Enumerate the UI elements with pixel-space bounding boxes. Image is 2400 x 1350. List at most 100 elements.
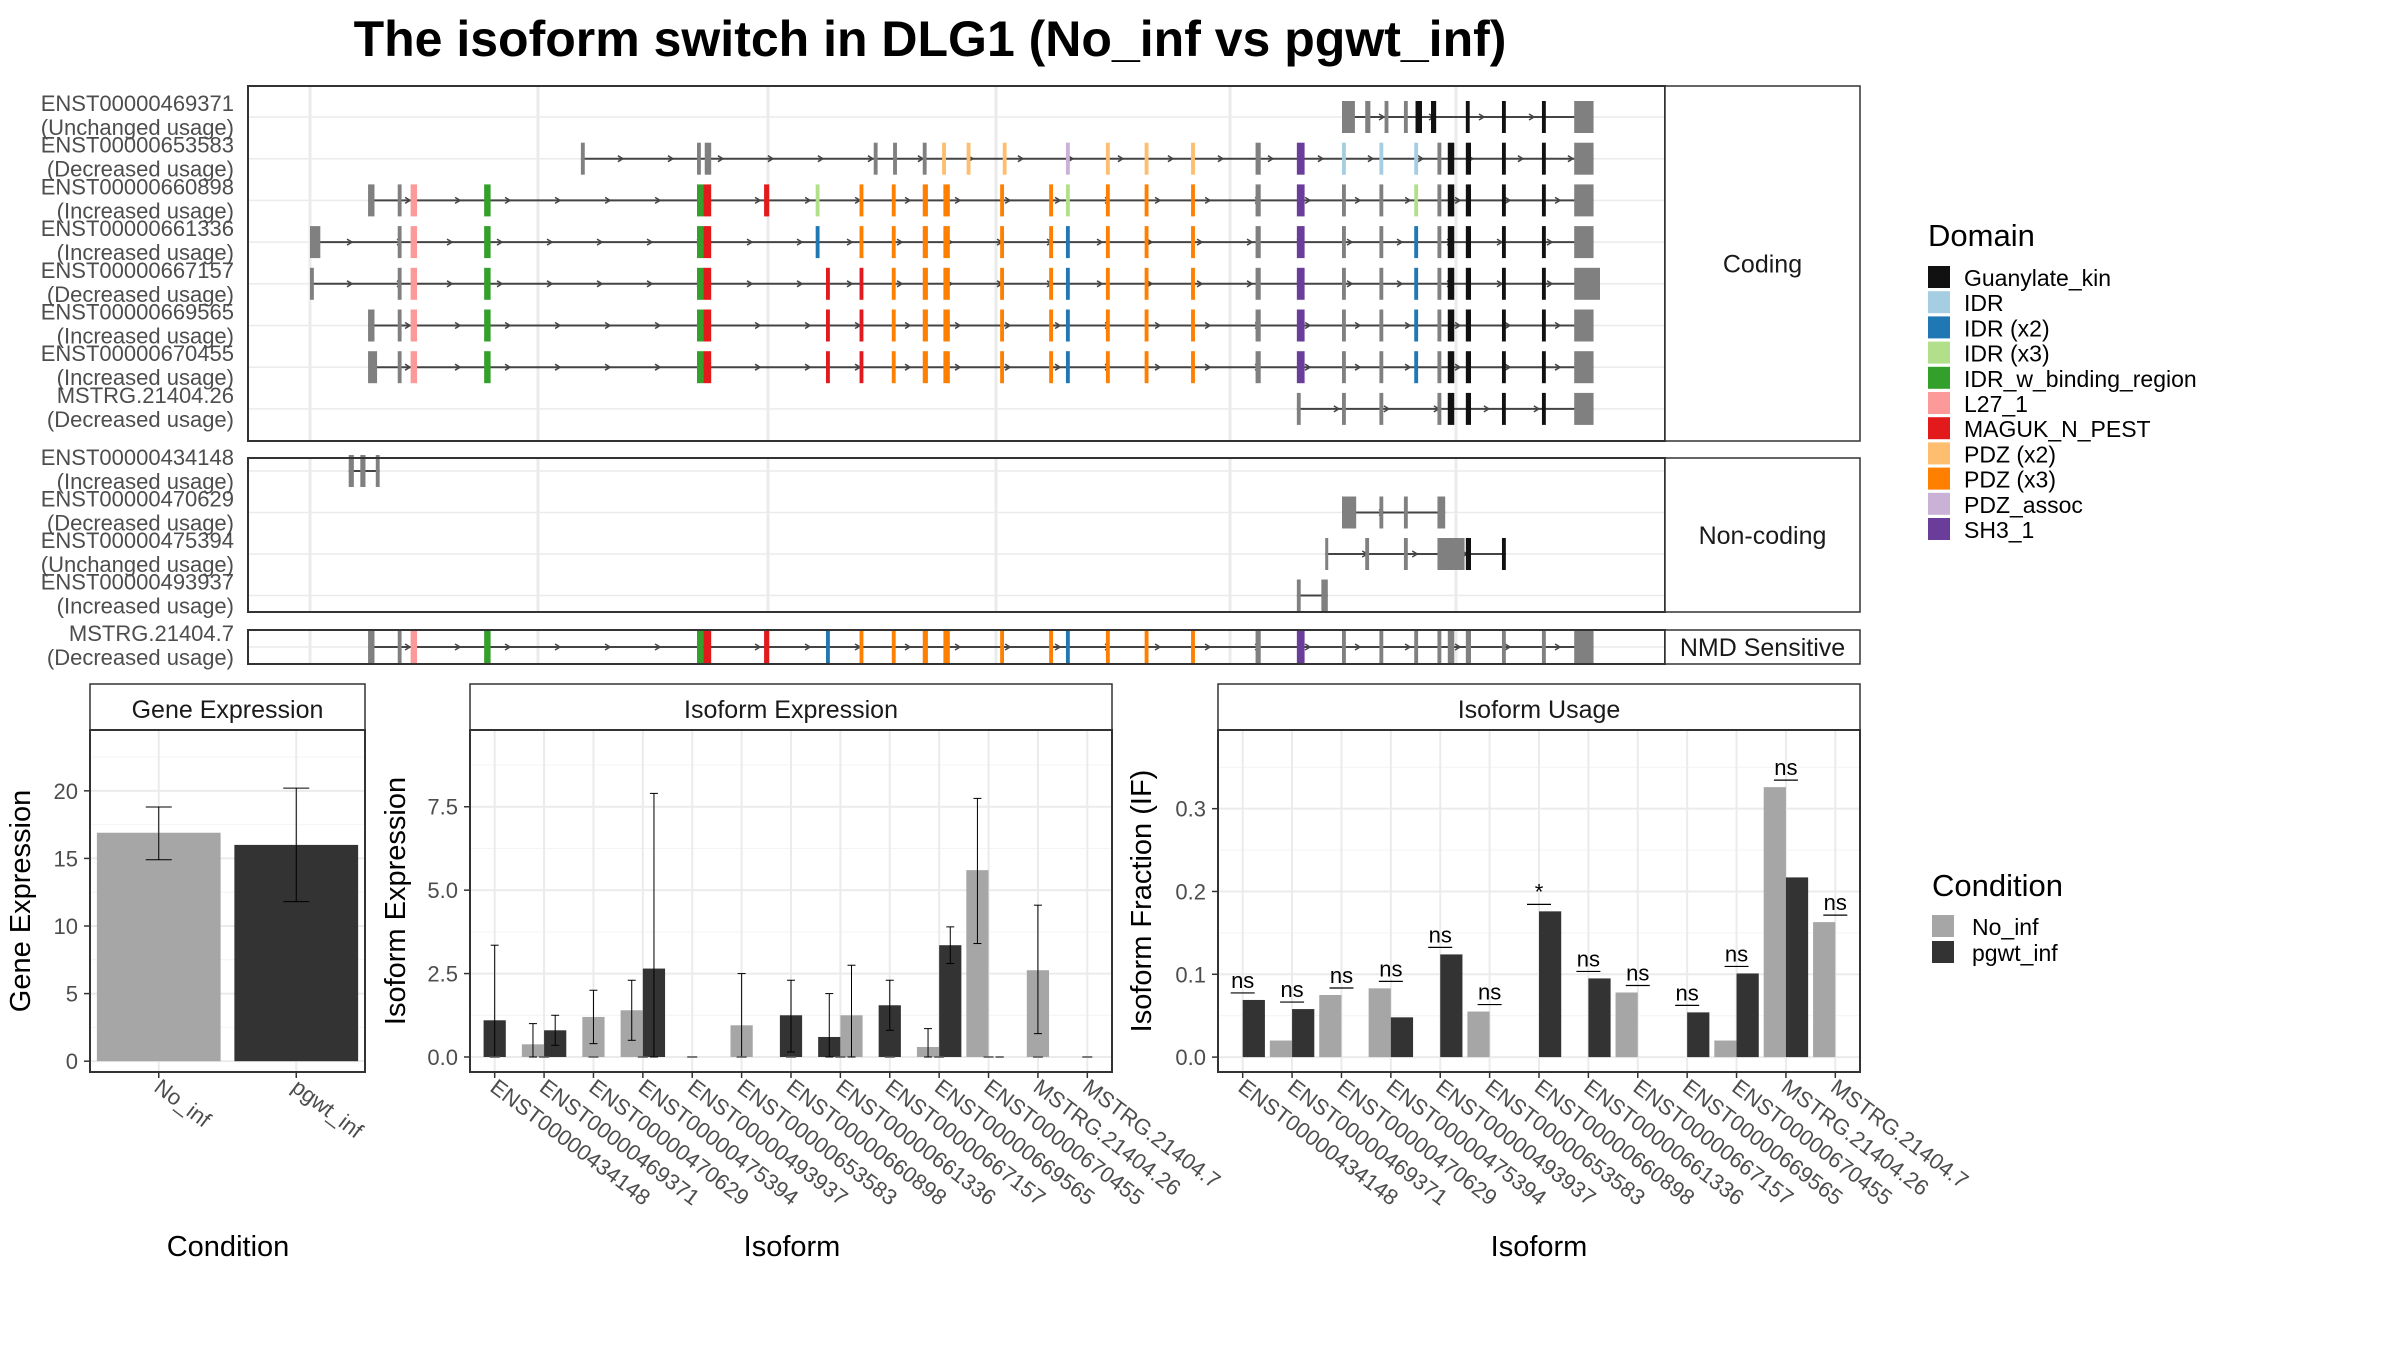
x-axis-title: Isoform <box>1491 1231 1588 1263</box>
strand-arrow <box>504 643 512 651</box>
bar <box>878 1005 901 1057</box>
significance-label: ns <box>1429 922 1452 947</box>
strand-arrow <box>454 363 462 371</box>
domain-exon <box>1541 226 1546 259</box>
transcript-id: ENST00000667157 <box>41 258 234 283</box>
strand-arrow <box>1054 321 1062 330</box>
strand-arrow <box>717 155 725 163</box>
domain-exon <box>697 267 704 300</box>
strand-arrow <box>596 280 604 288</box>
strand-arrow <box>404 196 412 205</box>
exon <box>1574 267 1600 300</box>
exon <box>1437 267 1442 300</box>
bar <box>1319 994 1342 1058</box>
strand-arrow <box>754 321 762 330</box>
domain-exon <box>1379 142 1384 175</box>
domain-exon <box>1065 142 1070 175</box>
strand-arrow <box>1346 280 1354 288</box>
strand-arrow <box>1478 113 1486 121</box>
transcript-id: ENST00000660898 <box>41 174 234 199</box>
transcript-id: ENST00000493937 <box>41 570 234 595</box>
strand-arrow <box>954 196 962 205</box>
domain-exon <box>1296 226 1305 259</box>
strand-arrow <box>1304 321 1312 330</box>
exon <box>1342 101 1355 133</box>
strand-arrow <box>1554 363 1562 371</box>
domain-exon <box>922 309 928 342</box>
exon <box>1379 496 1384 529</box>
domain-exon <box>1447 267 1455 300</box>
domain-exon <box>859 267 864 300</box>
domain-exon <box>922 351 928 384</box>
exon <box>580 142 585 175</box>
significance-label: ns <box>1676 980 1699 1005</box>
domain-exon <box>826 631 830 663</box>
strand-arrow <box>1017 155 1025 163</box>
domain-exon <box>1501 226 1506 259</box>
exon <box>1437 184 1442 217</box>
domain-exon <box>1447 351 1455 384</box>
strand-arrow <box>646 280 654 288</box>
domain-exon <box>1465 101 1470 133</box>
domain-exon <box>942 142 946 175</box>
strand-arrow <box>1554 643 1562 651</box>
legend-swatch <box>1928 266 1950 288</box>
strand-arrow <box>754 363 762 371</box>
domain-exon <box>943 184 950 217</box>
strand-arrow <box>867 155 875 163</box>
significance-label: ns <box>1330 963 1353 988</box>
strand-arrow <box>617 155 625 163</box>
transcript-usage: (Increased usage) <box>57 469 234 494</box>
strand-arrow <box>804 643 812 651</box>
chart-strip <box>89 683 366 731</box>
domain-exon <box>1465 309 1471 342</box>
domain-exon <box>922 631 928 663</box>
x-tick-label: No_inf <box>150 1074 217 1133</box>
exon <box>1574 631 1594 663</box>
exon <box>1321 579 1328 612</box>
legend-label: Guanylate_kin <box>1964 265 2111 291</box>
strand-arrow <box>1054 196 1062 205</box>
domain-exon <box>697 351 704 384</box>
legend-swatch <box>1928 291 1950 314</box>
strand-arrow <box>554 643 562 651</box>
domain-exon <box>1105 226 1110 259</box>
strand-arrow <box>1383 405 1391 413</box>
y-tick-label: 0.0 <box>427 1045 458 1070</box>
domain-exon <box>1501 309 1506 342</box>
strand-arrow <box>904 643 912 651</box>
domain-exon <box>484 226 491 259</box>
domain-exon <box>697 226 704 259</box>
domain-exon <box>1541 184 1546 217</box>
strand-arrow <box>454 321 462 330</box>
strand-arrow <box>346 280 354 288</box>
legend-label: MAGUK_N_PEST <box>1964 416 2151 442</box>
bar <box>1785 877 1809 1058</box>
strand-arrow <box>1346 238 1354 246</box>
strand-arrow <box>1196 280 1204 288</box>
y-axis-title: Isoform Expression <box>380 777 412 1025</box>
exon <box>1574 351 1594 384</box>
exon <box>1379 392 1384 425</box>
panel-strip-label: Coding <box>1723 251 1802 279</box>
domain-exon <box>826 309 830 342</box>
strand-arrow <box>667 155 675 163</box>
y-tick-label: 5.0 <box>427 878 458 903</box>
domain-exon <box>697 631 704 663</box>
bar <box>1390 1017 1414 1058</box>
strand-arrow <box>954 363 962 371</box>
significance-label: ns <box>1577 946 1600 971</box>
panel-background <box>248 86 1860 441</box>
strand-arrow <box>346 238 354 246</box>
domain-exon <box>1049 309 1054 342</box>
domain-exon <box>484 351 491 384</box>
exon <box>368 309 375 342</box>
strand-arrow <box>554 363 562 371</box>
legend-label: pgwt_inf <box>1972 940 2058 966</box>
domain-exon <box>1414 351 1419 384</box>
strand-arrow <box>404 321 412 330</box>
domain-exon <box>703 351 712 384</box>
panel-strip <box>1664 85 1861 442</box>
exon <box>1437 309 1442 342</box>
strand-arrow <box>1196 238 1204 246</box>
